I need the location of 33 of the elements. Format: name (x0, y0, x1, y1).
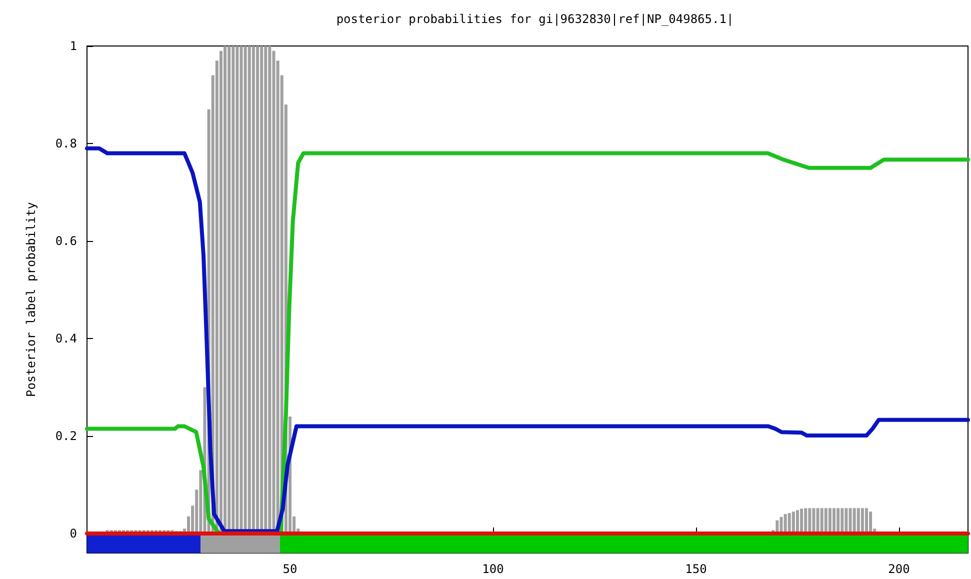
x-tick-label: 200 (888, 562, 910, 576)
y-tick-label: 0.2 (55, 429, 77, 443)
bar (788, 513, 791, 534)
bar (865, 508, 868, 534)
x-tick-label: 50 (282, 562, 298, 576)
y-tick-label: 0.6 (55, 234, 77, 248)
y-axis-title: Posterior label probability (24, 202, 38, 398)
y-tick-label: 0.4 (55, 332, 77, 346)
bar (820, 508, 824, 534)
bar (844, 508, 848, 534)
y-tick-label: 0 (70, 526, 77, 540)
bar (824, 508, 828, 534)
bar (852, 508, 856, 534)
bar (832, 508, 836, 534)
bar (869, 512, 872, 534)
bar (848, 508, 852, 534)
bar (792, 512, 795, 534)
bar (840, 508, 844, 534)
bar (836, 508, 840, 534)
bar (812, 508, 816, 534)
bar (860, 508, 864, 534)
bar (796, 510, 799, 534)
bar (816, 508, 820, 534)
x-tick-label: 150 (685, 562, 707, 576)
bar (808, 508, 812, 534)
bar (828, 508, 832, 534)
chart-title: posterior probabilities for gi|9632830|ref|NP_049865.1| (336, 12, 734, 26)
y-tick-label: 1 (70, 39, 77, 53)
bar (800, 508, 804, 534)
bar (856, 508, 860, 534)
x-tick-label: 100 (482, 562, 504, 576)
bar (804, 508, 808, 534)
y-tick-label: 0.8 (55, 136, 77, 150)
